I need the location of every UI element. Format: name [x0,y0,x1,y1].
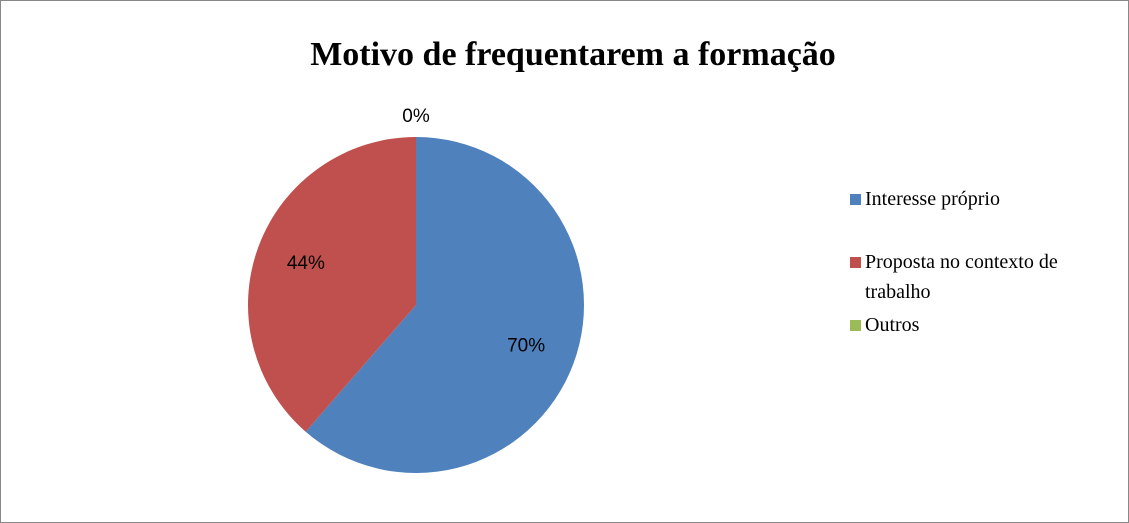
data-label: 70% [507,335,545,356]
legend-label: Proposta no contexto de trabalho [865,251,1058,303]
legend-item: Interesse próprio [850,184,1125,214]
legend-item: Proposta no contexto de trabalho [850,247,1125,307]
legend-swatch [850,257,861,268]
legend-label: Interesse próprio [865,188,1000,210]
legend-swatch [850,320,861,331]
data-label: 0% [402,106,430,127]
pie-slice [305,137,584,473]
legend-item: Outros [850,310,1125,340]
data-label: 44% [287,253,325,274]
chart-title: Motivo de frequentarem a formação [310,36,836,73]
pie-slice [247,137,416,432]
legend: Interesse próprio Proposta no contexto de… [850,184,1125,340]
legend-swatch [850,194,861,205]
legend-label: Outros [865,314,920,336]
